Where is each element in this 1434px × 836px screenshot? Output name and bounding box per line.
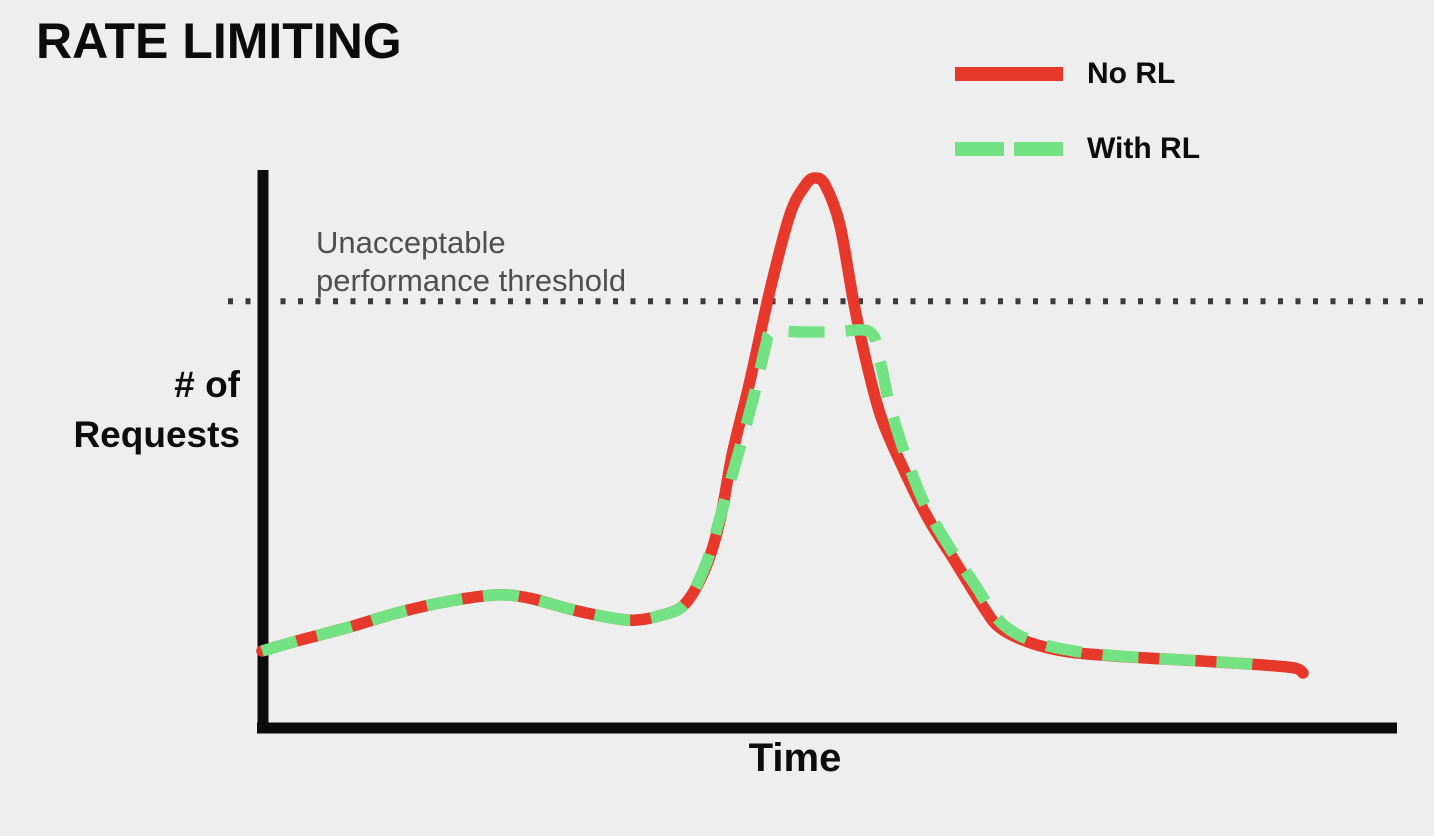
y-axis-label: # of Requests <box>30 360 240 460</box>
threshold-label-line-1: Unacceptable <box>316 225 506 260</box>
with-rl-curve <box>260 324 1273 672</box>
no-rl-swatch-bar <box>955 67 1063 81</box>
legend-label-no-rl: No RL <box>1087 57 1176 90</box>
x-axis-label: Time <box>748 736 842 780</box>
with-rl-swatch-dash-2 <box>1014 142 1063 156</box>
legend-label-with-rl: With RL <box>1087 132 1201 165</box>
y-axis-label-line-1: # of <box>174 364 240 405</box>
legend-item-with-rl: With RL <box>955 129 1200 169</box>
y-axis-label-line-2: Requests <box>73 414 240 455</box>
no-rl-curve <box>256 172 1309 679</box>
chart-title: RATE LIMITING <box>36 13 402 69</box>
no-rl-line-swatch <box>955 67 1063 81</box>
legend: No RL With RL <box>955 54 1200 169</box>
legend-item-no-rl: No RL <box>955 54 1200 94</box>
threshold-label-line-2: performance threshold <box>316 263 627 298</box>
threshold-label: Unacceptable performance threshold <box>316 224 626 300</box>
with-rl-line-swatch <box>955 142 1063 156</box>
with-rl-swatch-dash-1 <box>955 142 1004 156</box>
